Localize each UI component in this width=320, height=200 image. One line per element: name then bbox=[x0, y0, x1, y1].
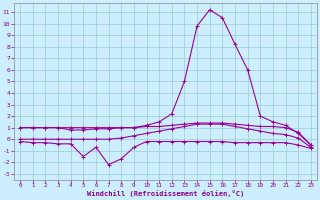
X-axis label: Windchill (Refroidissement éolien,°C): Windchill (Refroidissement éolien,°C) bbox=[87, 190, 244, 197]
